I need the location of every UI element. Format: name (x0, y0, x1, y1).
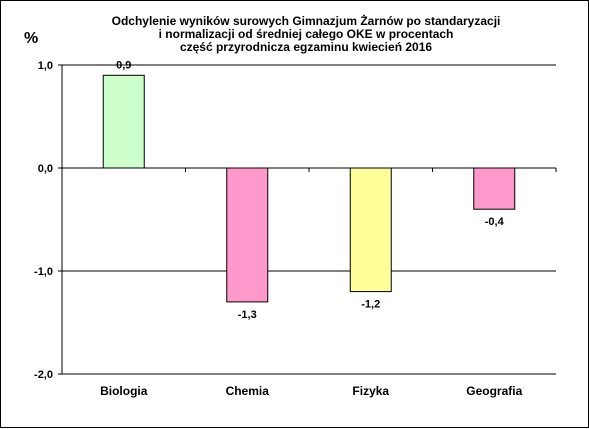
bar-chemia (226, 167, 269, 303)
data-label-fizyka: -1,2 (361, 299, 380, 311)
category-label-chemia: Chemia (226, 384, 270, 398)
y-tick-label: 1,0 (38, 60, 53, 72)
data-label-biologia: 0,9 (116, 59, 131, 71)
data-labels: 0,9 -1,3 -1,2 -0,4 (116, 59, 505, 321)
category-label-biologia: Biologia (100, 384, 148, 398)
axes (58, 64, 557, 375)
bar-fizyka (349, 167, 392, 293)
bar-geografia (473, 167, 516, 210)
y-axis-unit-label: % (24, 30, 38, 47)
chart-title: Odchylenie wyników surowych Gimnazjum Ża… (112, 13, 501, 54)
data-label-chemia: -1,3 (238, 309, 257, 321)
y-tick-labels: 1,0 0,0 -1,0 -2,0 (34, 60, 53, 381)
category-label-fizyka: Fizyka (352, 384, 389, 398)
x-category-labels: Biologia Chemia Fizyka Geografia (100, 384, 523, 398)
chart-title-line-1: Odchylenie wyników surowych Gimnazjum Ża… (112, 13, 501, 28)
y-tick-label: -2,0 (34, 369, 53, 381)
data-label-geografia: -0,4 (485, 216, 505, 228)
chart-title-line-3: część przyrodnicza egzaminu kwiecień 201… (180, 40, 432, 54)
y-tick-label: 0,0 (38, 163, 53, 175)
category-label-geografia: Geografia (466, 384, 522, 398)
gridlines (62, 64, 556, 375)
bar-biologia (102, 74, 145, 169)
y-tick-label: -1,0 (34, 266, 53, 278)
bars (102, 74, 516, 303)
chart-title-line-2: i normalizacji od średniej całego OKE w … (159, 27, 454, 41)
